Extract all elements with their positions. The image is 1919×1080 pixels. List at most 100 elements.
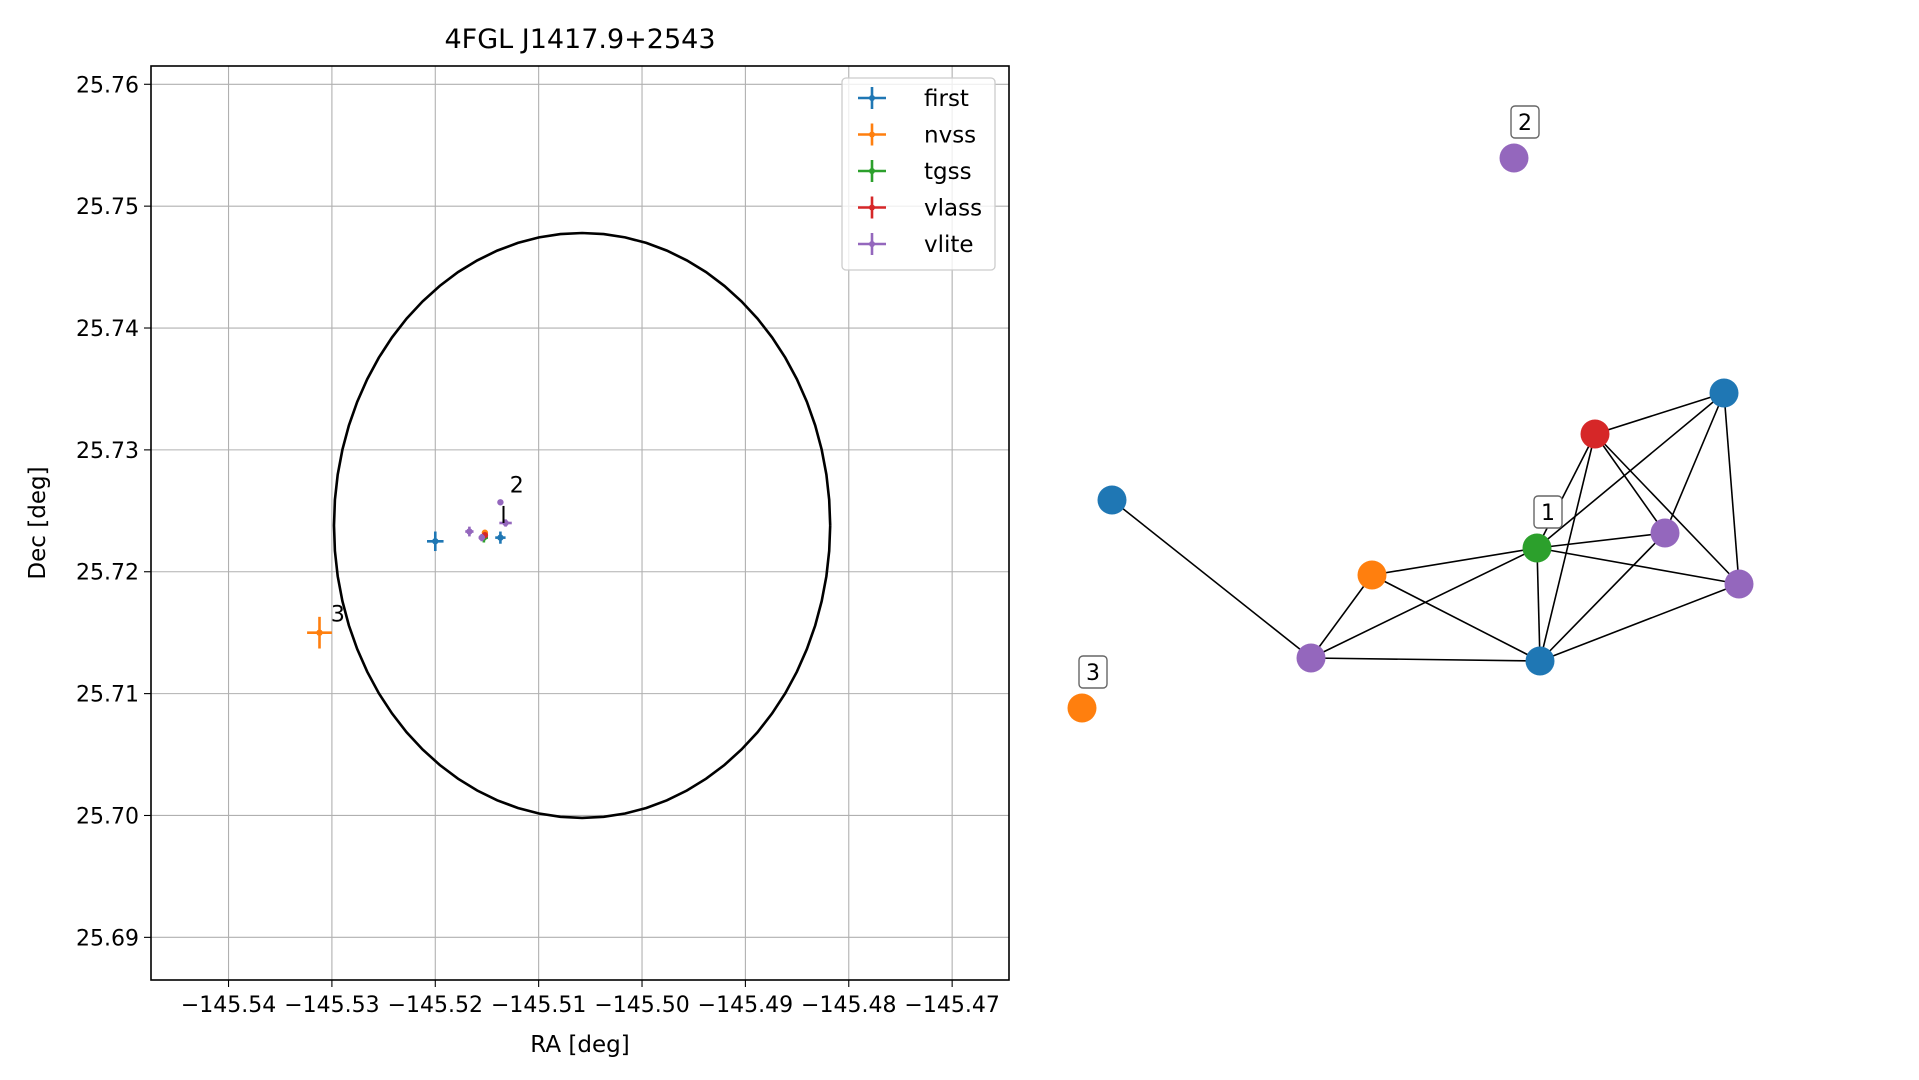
legend-item-first: first [858, 86, 969, 112]
annotation-layer: 23 [331, 474, 524, 628]
first-point [495, 531, 506, 544]
nvss-point [307, 616, 332, 649]
network-edge [1539, 433, 1596, 662]
x-tick-label: −145.51 [491, 993, 586, 1018]
network-node [1580, 419, 1610, 449]
y-tick-label: 25.74 [76, 317, 139, 342]
network-label: 2 [1510, 105, 1540, 139]
network-edge [1539, 583, 1740, 662]
network-label: 3 [1078, 655, 1108, 689]
network-label-box [1510, 105, 1540, 139]
network-nodes [1067, 143, 1754, 723]
series-vlite [465, 499, 512, 542]
legend-item-nvss: nvss [858, 123, 976, 149]
first-marker [497, 534, 504, 541]
network-label: 1 [1533, 495, 1563, 529]
y-tick-label: 25.69 [76, 926, 139, 951]
scatter-panel: 23 −145.54 −145.53 −145.52 −145.51 −145.50 −1… [25, 24, 1010, 1058]
y-tick-label: 25.72 [76, 561, 139, 586]
network-labels: 1 2 3 [1078, 105, 1563, 689]
legend-label: first [924, 86, 969, 112]
network-edge [1536, 547, 1740, 585]
axis-ticks: −145.54 −145.53 −145.52 −145.51 −145.50 −145.… [76, 73, 1000, 1018]
legend-label: tgss [924, 159, 972, 185]
network-label-box [1078, 655, 1108, 689]
network-node [1357, 560, 1387, 590]
x-tick-label: −145.48 [801, 993, 896, 1018]
legend-marker [869, 95, 875, 101]
legend-item-vlite: vlite [858, 232, 974, 258]
legend-marker [869, 241, 875, 247]
first-marker [432, 538, 439, 545]
y-tick-label: 25.73 [76, 439, 139, 464]
network-edge [1536, 547, 1541, 662]
network-node [1525, 646, 1555, 676]
network-panel: 1 2 3 [1067, 105, 1754, 723]
network-label-text: 3 [1086, 661, 1100, 686]
nvss-marker [316, 629, 323, 636]
legend-label: vlass [924, 196, 982, 222]
network-node [1650, 518, 1680, 548]
network-edge [1536, 433, 1596, 549]
network-edge [1310, 574, 1373, 659]
y-tick-label: 25.75 [76, 195, 139, 220]
grid [151, 66, 1009, 980]
network-node [1296, 643, 1326, 673]
network-edge [1594, 433, 1740, 585]
network-edge [1536, 532, 1666, 549]
association-circle [332, 231, 832, 820]
network-edge [1539, 532, 1666, 662]
y-tick-label: 25.71 [76, 683, 139, 708]
vlite-point [499, 519, 512, 527]
y-tick-label: 25.76 [76, 73, 139, 98]
first-point [427, 531, 444, 552]
vlite-marker [478, 534, 485, 541]
legend: first nvss tgss vlass vlite [841, 77, 996, 271]
network-label-text: 1 [1541, 501, 1555, 526]
network-edge [1310, 657, 1541, 662]
network-edge [1371, 547, 1538, 576]
y-axis-label: Dec [deg] [25, 466, 51, 579]
x-tick-label: −145.54 [181, 993, 276, 1018]
network-node [1724, 569, 1754, 599]
legend-box [841, 77, 996, 271]
network-edge [1594, 392, 1725, 435]
network-node [1522, 533, 1552, 563]
x-tick-label: −145.49 [698, 993, 793, 1018]
network-label-text: 2 [1518, 111, 1532, 136]
cluster-label: 3 [331, 603, 345, 628]
network-label-box [1533, 495, 1563, 529]
vlite-point [478, 533, 485, 542]
legend-item-vlass: vlass [858, 196, 982, 222]
legend-label: vlite [924, 232, 974, 258]
x-tick-label: −145.53 [284, 993, 379, 1018]
vlite-point [465, 526, 474, 537]
network-edge [1723, 392, 1740, 585]
vlite-marker [466, 528, 473, 535]
error-circle-layer [332, 231, 832, 820]
legend-marker [869, 204, 875, 211]
y-tick-label: 25.70 [76, 804, 139, 829]
network-edge [1594, 433, 1666, 534]
plot-frame [150, 65, 1010, 981]
legend-label: nvss [924, 123, 976, 149]
vlite-marker [497, 499, 504, 506]
network-node [1097, 485, 1127, 515]
network-edge [1310, 547, 1538, 659]
network-edge [1664, 392, 1725, 534]
network-node [1067, 693, 1097, 723]
network-edge [1371, 574, 1541, 662]
legend-marker [869, 168, 875, 174]
data-layer [307, 499, 512, 649]
x-tick-label: −145.50 [594, 993, 689, 1018]
legend-item-tgss: tgss [858, 159, 972, 185]
network-edges [1111, 392, 1740, 662]
chart-title: 4FGL J1417.9+2543 [444, 24, 715, 55]
x-tick-label: −145.52 [388, 993, 483, 1018]
x-axis-label: RA [deg] [530, 1032, 629, 1058]
network-edge [1111, 499, 1312, 659]
vlite-point [497, 499, 504, 506]
legend-marker [869, 131, 875, 138]
network-node [1709, 378, 1739, 408]
